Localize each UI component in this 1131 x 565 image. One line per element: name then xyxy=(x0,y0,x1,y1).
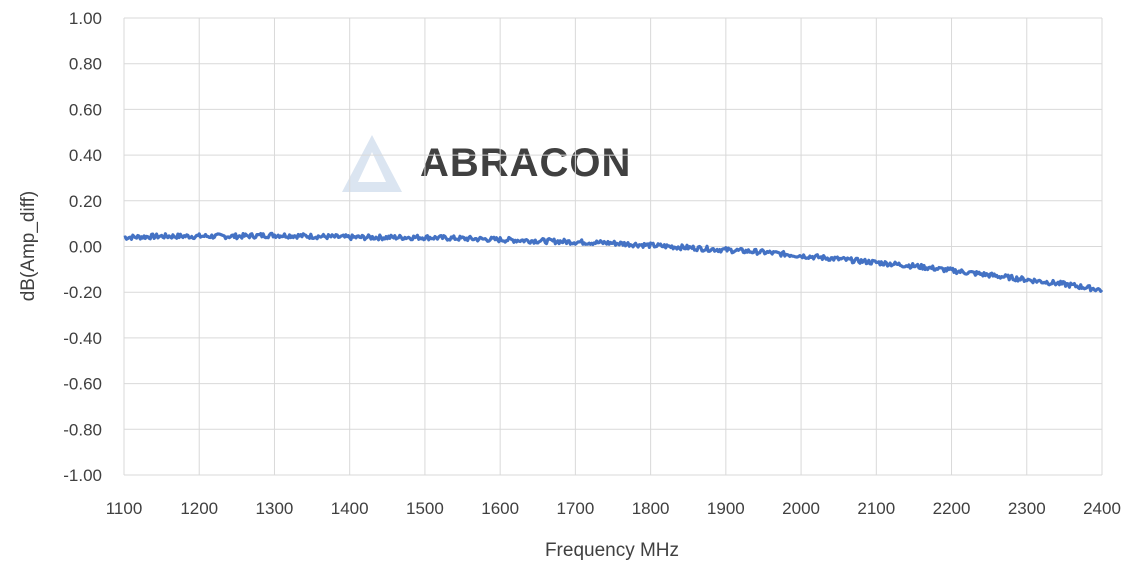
y-tick-label: 0.60 xyxy=(69,100,102,119)
x-tick-label: 2200 xyxy=(933,499,971,518)
y-tick-label: 0.20 xyxy=(69,192,102,211)
y-tick-label: 0.00 xyxy=(69,238,102,257)
x-tick-label: 2000 xyxy=(782,499,820,518)
series-group xyxy=(123,231,1104,293)
x-tick-label: 1400 xyxy=(331,499,369,518)
x-tick-label: 1300 xyxy=(256,499,294,518)
x-tick-label: 1600 xyxy=(481,499,519,518)
y-tick-label: -0.20 xyxy=(63,283,102,302)
x-tick-label: 1800 xyxy=(632,499,670,518)
x-tick-label: 1900 xyxy=(707,499,745,518)
y-tick-label: 1.00 xyxy=(69,9,102,28)
watermark-text: ABRACON xyxy=(420,141,631,185)
x-tick-label: 1700 xyxy=(556,499,594,518)
series-line xyxy=(123,231,1104,293)
x-axis-title: Frequency MHz xyxy=(545,540,679,561)
x-tick-label: 2300 xyxy=(1008,499,1046,518)
x-tick-label: 2100 xyxy=(857,499,895,518)
x-axis-tick-labels: 1100 1200 1300 1400 1500 1600 1700 1800 1900 2000… xyxy=(106,499,1121,518)
y-tick-label: 0.80 xyxy=(69,55,102,74)
x-tick-label: 2400 xyxy=(1083,499,1121,518)
y-axis-tick-labels: 1.00 0.80 0.60 0.40 0.20 0.00 -0.20 -0.40 -0.60 -… xyxy=(63,9,102,485)
y-axis-title: dB(Amp_diff) xyxy=(18,191,39,302)
y-tick-label: -0.60 xyxy=(63,375,102,394)
x-tick-label: 1500 xyxy=(406,499,444,518)
abracon-logo-icon xyxy=(342,135,402,192)
grid xyxy=(123,17,1103,476)
y-tick-label: 0.40 xyxy=(69,146,102,165)
abracon-watermark: ABRACON xyxy=(342,135,631,192)
y-tick-label: -0.40 xyxy=(63,329,102,348)
y-tick-label: -1.00 xyxy=(63,466,102,485)
x-tick-label: 1100 xyxy=(106,499,143,518)
x-tick-label: 1200 xyxy=(180,499,218,518)
y-tick-label: -0.80 xyxy=(63,420,102,439)
